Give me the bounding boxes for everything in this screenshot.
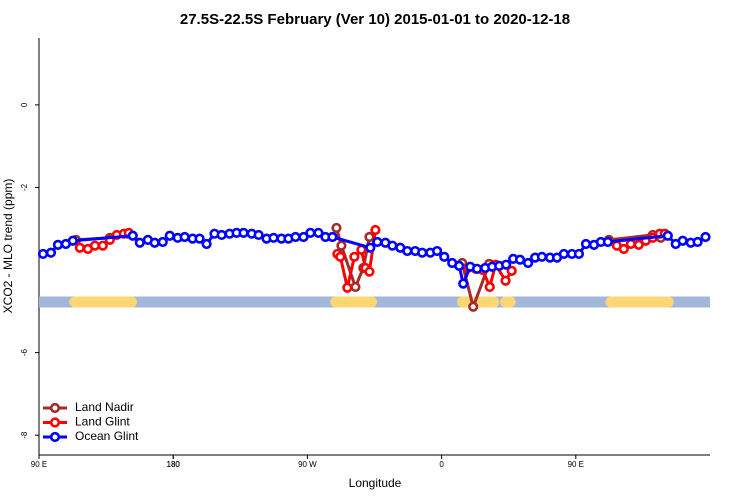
data-point [402,245,413,257]
y-tick-label: 0 [20,102,29,107]
x-tick-label: 90 E [568,460,584,469]
data-point [387,240,398,251]
data-point [506,265,517,276]
data-point [700,231,711,243]
data-point [454,260,465,272]
data-point [365,242,376,253]
data-point [313,227,324,238]
y-axis-label: XCO2 - MLO trend (ppm) [1,179,15,314]
chart-title: 27.5S-22.5S February (Ver 10) 2015-01-01… [180,11,570,28]
data-point [372,236,383,248]
data-point [157,236,168,248]
data-point [201,238,212,250]
data-point [216,229,227,241]
data-point [471,263,483,274]
data-point [501,259,512,270]
data-point [149,237,160,248]
data-point [335,251,346,262]
legend-label: Ocean Glint [75,429,139,443]
data-point [74,242,85,253]
legend-marker [49,417,61,428]
data-point [692,236,703,248]
data-point [432,245,443,257]
data-point [500,275,511,286]
data-point [327,231,338,243]
data-point [336,240,347,251]
x-tick-label: 180 [167,460,181,469]
data-point [522,257,534,269]
data-point [37,248,49,260]
data-point [342,282,353,293]
data-point [677,235,688,246]
data-point [573,248,585,260]
data-point [514,254,526,265]
y-tick-label: -2 [20,183,29,191]
data-point [662,230,673,241]
legend-label: Land Glint [75,415,130,429]
x-tick-label: 180 [167,460,181,469]
data-point [484,281,495,293]
data-point [253,229,264,241]
data-point [580,238,592,250]
data-point [268,232,279,243]
data-point [89,240,101,251]
data-point [238,227,249,238]
data-point [364,231,375,243]
data-point [558,248,569,260]
data-point [52,239,64,250]
legend-marker [49,431,61,443]
data-point [364,266,375,277]
data-point [164,230,175,241]
data-point [179,231,190,243]
data-point [458,278,469,289]
y-tick-label: -8 [20,431,29,439]
data-point [305,227,316,238]
data-point [536,251,548,262]
data-point [134,237,145,248]
y-tick-label: -6 [20,349,29,357]
data-point [350,281,361,293]
data-point [618,243,629,255]
x-tick-label: 90 W [298,460,317,469]
x-axis-label: Longitude [349,476,402,490]
data-point [417,247,428,258]
data-point [633,239,644,250]
data-point [194,233,205,244]
data-point [97,240,108,251]
data-point [439,251,450,262]
data-point [290,231,301,243]
data-point [602,236,613,248]
data-point [298,231,309,243]
data-point [468,301,479,312]
data-point [370,224,381,236]
data-point [331,222,342,234]
legend-marker [49,402,61,414]
legend-label: Land Nadir [75,400,134,414]
data-point [349,251,360,262]
x-tick-label: 90 E [31,460,47,469]
x-tick-label: 0 [439,460,444,469]
data-point [127,230,138,241]
data-point [45,247,57,258]
data-point [67,235,78,246]
